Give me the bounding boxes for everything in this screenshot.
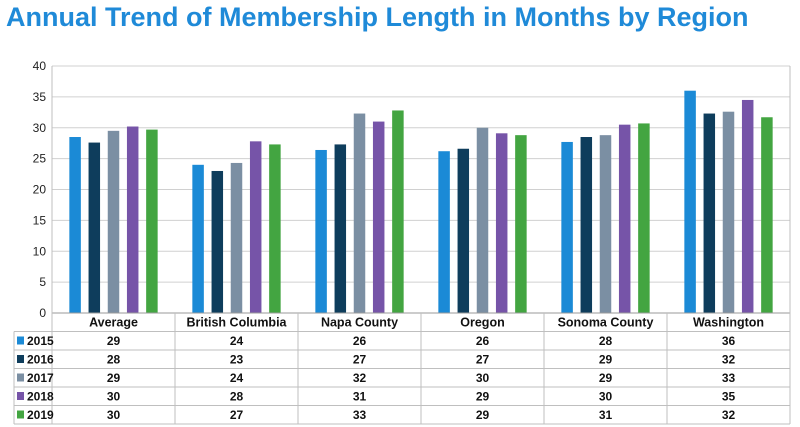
bar	[192, 164, 204, 313]
data-label: 26	[476, 334, 490, 348]
y-tick-label: 20	[33, 183, 47, 197]
legend-label: 2018	[27, 390, 54, 404]
legend-swatch	[17, 410, 24, 419]
x-tick-label: Average	[89, 316, 138, 330]
x-tick-label: Oregon	[460, 316, 504, 330]
y-tick-label: 5	[39, 275, 46, 289]
data-label: 30	[107, 408, 121, 422]
bar	[230, 162, 243, 313]
y-tick-label: 30	[33, 121, 47, 135]
data-label: 30	[476, 371, 490, 385]
bar	[684, 90, 696, 313]
data-label: 36	[722, 334, 736, 348]
y-tick-label: 15	[33, 213, 47, 227]
data-label: 28	[230, 390, 244, 404]
data-label: 28	[599, 334, 613, 348]
y-tick-label: 35	[33, 90, 47, 104]
data-label: 28	[107, 353, 121, 367]
data-label: 30	[599, 390, 613, 404]
y-tick-label: 25	[33, 152, 47, 166]
data-label: 24	[230, 334, 244, 348]
bar	[315, 149, 327, 313]
bar	[618, 124, 631, 313]
bar	[126, 126, 139, 313]
bar	[269, 144, 281, 313]
bar	[599, 135, 612, 313]
bar	[69, 137, 81, 313]
data-label: 29	[599, 371, 613, 385]
legend-swatch	[17, 336, 24, 345]
data-label: 23	[230, 353, 244, 367]
data-label: 33	[722, 371, 736, 385]
chart-title: Annual Trend of Membership Length in Mon…	[6, 2, 749, 32]
bar	[703, 113, 716, 313]
legend-swatch	[17, 355, 24, 363]
legend-label: 2017	[27, 371, 54, 385]
data-label: 29	[107, 334, 121, 348]
data-label: 29	[476, 408, 490, 422]
bar	[580, 137, 593, 313]
bar	[211, 170, 224, 313]
y-tick-label: 10	[33, 244, 47, 258]
data-label: 32	[722, 353, 736, 367]
bar	[249, 141, 262, 313]
legend-label: 2015	[27, 334, 54, 348]
data-label: 29	[599, 353, 613, 367]
bar	[515, 135, 527, 313]
data-label: 30	[107, 390, 121, 404]
data-label: 32	[722, 408, 736, 422]
bar	[372, 121, 385, 313]
legend-label: 2019	[27, 408, 54, 422]
bar	[438, 151, 450, 313]
data-label: 31	[353, 390, 367, 404]
bar	[561, 141, 573, 313]
data-label: 29	[476, 390, 490, 404]
legend-label: 2016	[27, 353, 54, 367]
bar	[741, 99, 754, 314]
bar	[353, 113, 366, 313]
bar	[638, 123, 650, 314]
x-tick-label: Napa County	[321, 316, 398, 330]
data-label: 32	[353, 371, 367, 385]
data-label: 31	[599, 408, 613, 422]
data-label: 35	[722, 390, 736, 404]
legend-swatch	[17, 373, 24, 382]
bar	[107, 130, 120, 313]
bar	[457, 148, 470, 313]
x-tick-label: Sonoma County	[558, 316, 654, 330]
data-label: 27	[476, 353, 490, 367]
data-label: 27	[353, 353, 367, 367]
data-label: 26	[353, 334, 367, 348]
bar	[761, 117, 773, 313]
bar	[722, 111, 735, 313]
bar	[88, 142, 101, 313]
y-tick-label: 0	[39, 306, 46, 320]
bar	[495, 133, 508, 313]
x-tick-label: Washington	[693, 316, 764, 330]
data-label: 24	[230, 371, 244, 385]
data-label: 27	[230, 408, 244, 422]
data-label: 29	[107, 371, 121, 385]
bar	[146, 129, 158, 313]
legend-swatch	[17, 392, 24, 400]
y-tick-label: 40	[33, 59, 47, 73]
bar	[476, 127, 489, 313]
data-label: 33	[353, 408, 367, 422]
bar	[334, 144, 347, 313]
x-tick-label: British Columbia	[186, 316, 287, 330]
bar	[392, 110, 404, 314]
